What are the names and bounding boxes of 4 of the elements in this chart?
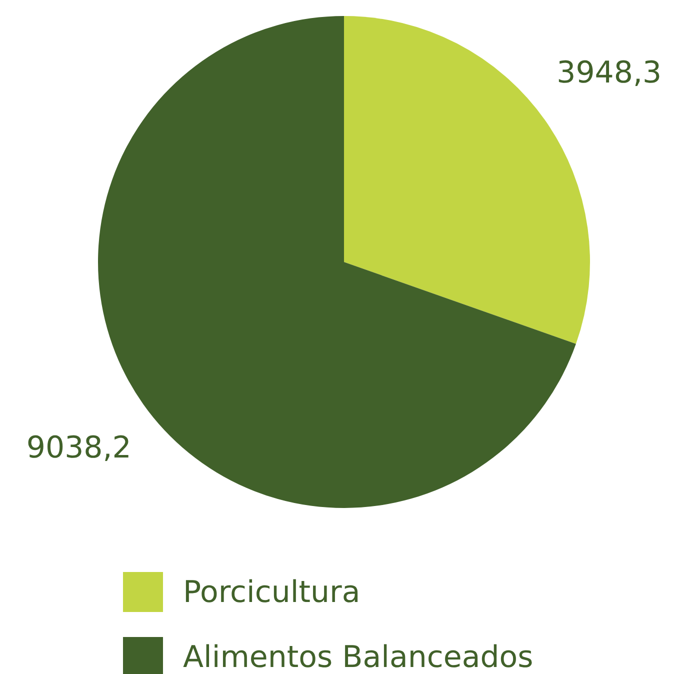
data-label: 9038,2 [26,430,132,466]
legend-label: Alimentos Balanceados [183,640,534,674]
data-label: 3948,3 [556,55,662,90]
legend-label: Porcicultura [183,574,360,610]
